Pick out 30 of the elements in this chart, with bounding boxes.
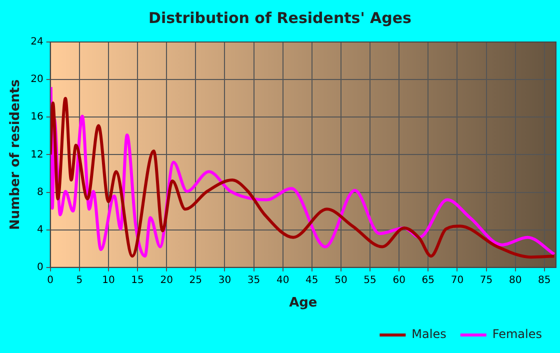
x-tick-label: 20 — [160, 274, 173, 286]
x-tick-label: 5 — [76, 274, 83, 286]
legend-label: Males — [412, 327, 446, 342]
y-tick-label: 4 — [36, 224, 44, 236]
x-axis-title: Age — [289, 296, 318, 311]
x-tick-label: 75 — [480, 274, 493, 286]
y-tick-label: 16 — [30, 112, 44, 123]
x-tick-label: 40 — [276, 274, 290, 286]
x-tick-label: 85 — [538, 274, 551, 286]
x-tick-label: 35 — [247, 274, 260, 286]
x-tick-label: 30 — [218, 274, 232, 286]
chart-title: Distribution of Residents' Ages — [148, 8, 412, 27]
y-axis-title: Number of residents — [8, 79, 24, 230]
y-tick-label: 8 — [36, 186, 44, 198]
x-tick-label: 45 — [306, 274, 318, 286]
legend-label: Females — [492, 327, 542, 342]
x-tick-label: 25 — [189, 274, 202, 286]
y-tick-label: 24 — [30, 36, 44, 48]
y-tick-label: 20 — [30, 74, 44, 86]
x-tick-label: 15 — [131, 274, 144, 286]
x-tick-label: 50 — [334, 274, 348, 286]
x-tick-label: 80 — [508, 274, 522, 286]
x-tick-label: 65 — [422, 274, 434, 286]
y-tick-label: 12 — [30, 149, 44, 160]
x-tick-label: 10 — [102, 274, 115, 286]
x-tick-label: 55 — [364, 274, 376, 286]
x-tick-label: 0 — [47, 274, 54, 286]
x-tick-label: 70 — [450, 274, 464, 286]
x-tick-label: 60 — [392, 274, 406, 286]
y-tick-label: 0 — [36, 262, 44, 273]
